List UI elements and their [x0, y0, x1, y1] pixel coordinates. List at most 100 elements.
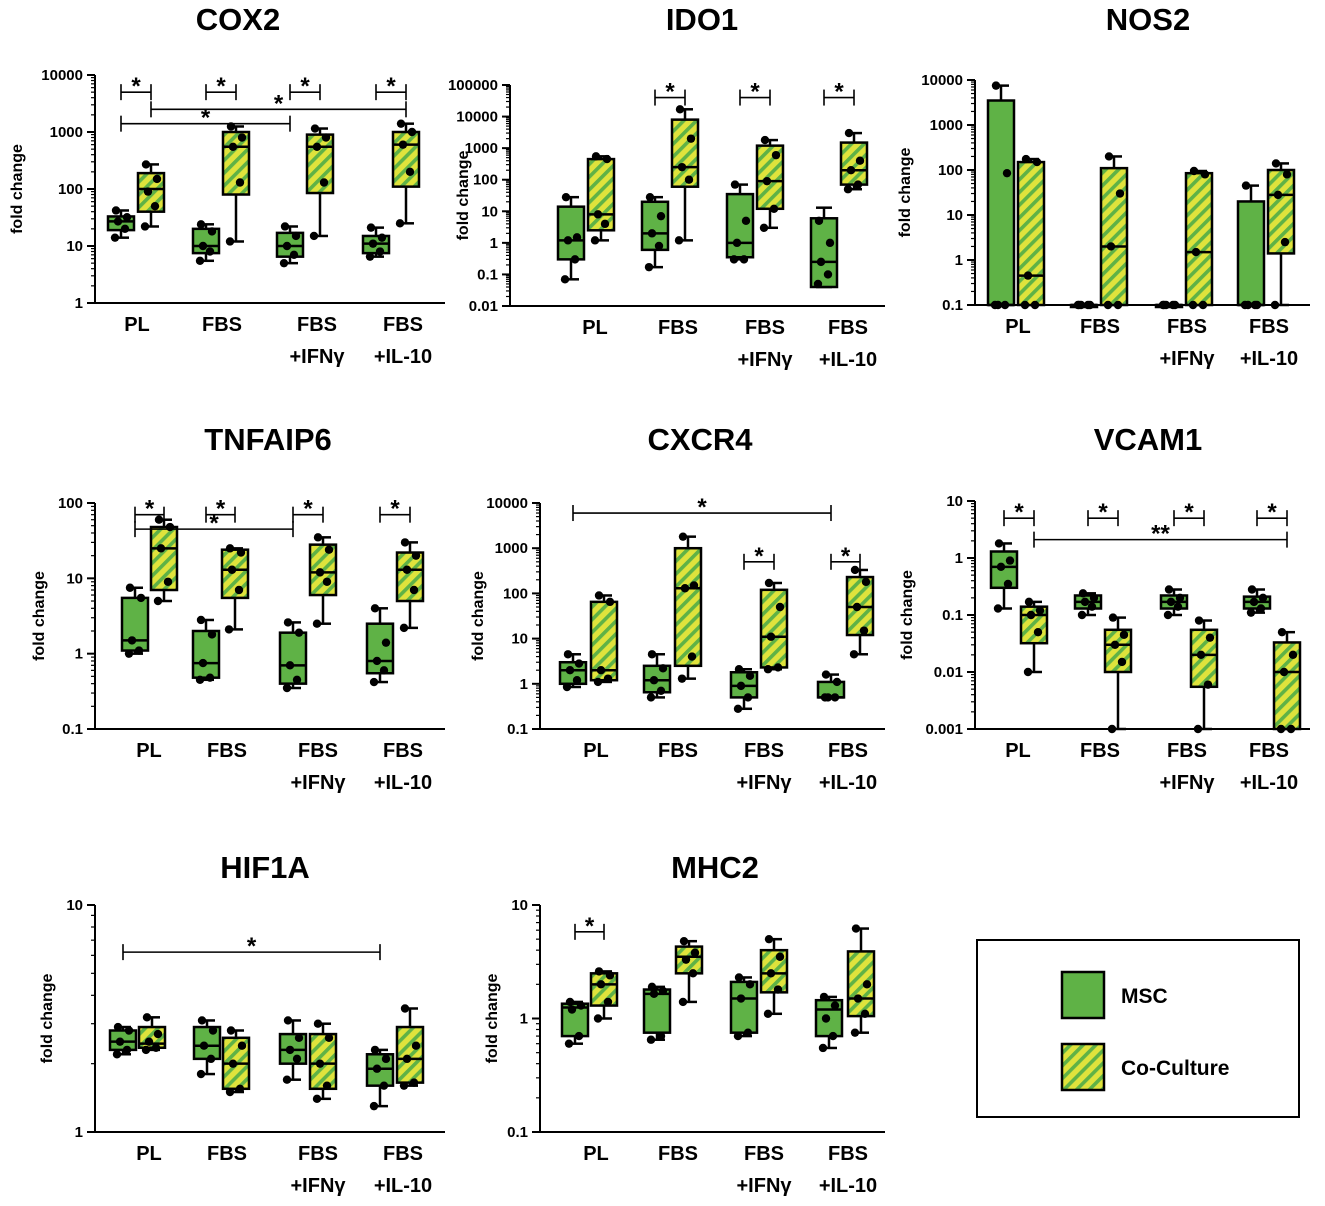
x-category-label: +IL-10	[1240, 348, 1298, 370]
msc-box	[191, 615, 221, 684]
data-point	[151, 1043, 161, 1052]
y-tick-label: 10	[66, 897, 83, 914]
data-point	[225, 237, 235, 246]
data-point	[1191, 247, 1201, 257]
iqr-box	[278, 631, 308, 685]
significance-bracket: *	[823, 79, 855, 106]
legend-msc-label: MSC	[1121, 985, 1168, 1008]
significance-label: *	[665, 79, 675, 106]
data-point	[1170, 300, 1180, 310]
data-point	[1005, 556, 1015, 565]
data-point	[680, 584, 690, 593]
x-category-label: FBS	[1249, 316, 1289, 338]
data-point	[849, 650, 859, 659]
data-point	[1115, 189, 1125, 198]
data-point	[165, 522, 175, 532]
legend-frame	[976, 939, 1300, 1118]
data-point	[993, 604, 1003, 613]
data-point	[764, 578, 774, 588]
data-point	[645, 192, 655, 202]
data-point	[813, 279, 823, 289]
coculture-box	[1099, 152, 1129, 310]
x-category-label: +IL-10	[374, 772, 432, 794]
data-point	[764, 934, 774, 944]
data-point	[1205, 633, 1215, 642]
data-point	[206, 1054, 216, 1064]
data-point	[736, 681, 746, 691]
y-tick-label: 1	[75, 646, 83, 663]
legend: MSC Co-Culture	[976, 939, 1300, 1118]
data-point	[593, 677, 603, 687]
data-point	[294, 1033, 304, 1043]
data-point	[198, 241, 208, 251]
significance-label: *	[841, 543, 851, 570]
data-point	[605, 597, 615, 607]
data-point	[688, 969, 698, 978]
data-point	[646, 693, 656, 702]
data-point	[1108, 613, 1118, 622]
data-point	[234, 585, 244, 595]
data-point	[686, 134, 696, 143]
data-point	[773, 985, 783, 994]
data-point	[1270, 300, 1280, 310]
y-tick-label: 1	[490, 235, 498, 252]
data-point	[1087, 602, 1097, 611]
coculture-box	[845, 565, 875, 659]
significance-bracket: *	[379, 496, 411, 523]
data-point	[310, 124, 320, 133]
coculture-box	[589, 591, 619, 687]
msc-box	[275, 222, 305, 268]
data-point	[1288, 650, 1298, 660]
legend-coculture-swatch	[1060, 1042, 1106, 1092]
data-point	[208, 1026, 218, 1035]
coculture-box	[395, 1004, 425, 1090]
data-point	[402, 1054, 412, 1064]
data-point	[1024, 597, 1034, 607]
data-point	[593, 210, 603, 219]
coculture-box	[1272, 627, 1302, 734]
y-tick-label: 0.01	[469, 298, 498, 315]
x-category-label: +IL-10	[819, 349, 877, 371]
data-point	[1035, 606, 1045, 615]
msc-box	[1236, 181, 1266, 310]
x-category-label: +IL-10	[819, 1175, 877, 1197]
data-point	[207, 630, 217, 639]
data-point	[844, 128, 854, 138]
data-point	[1103, 300, 1113, 310]
x-category-label: FBS	[1249, 740, 1289, 762]
iqr-box	[391, 130, 421, 188]
x-category-label: FBS	[1080, 316, 1120, 338]
msc-box	[816, 670, 846, 702]
y-tick-label: 100	[503, 585, 528, 602]
data-point	[823, 693, 833, 702]
significance-label: *	[300, 73, 310, 100]
data-point	[399, 1081, 409, 1090]
data-point	[741, 216, 751, 225]
data-point	[830, 1001, 840, 1010]
data-point	[154, 515, 164, 524]
panel-title: NOS2	[1106, 2, 1190, 37]
coculture-box	[149, 515, 179, 606]
y-tick-label: 1000	[930, 117, 963, 134]
iqr-box	[1099, 166, 1129, 307]
significance-label: *	[1098, 499, 1108, 526]
data-point	[319, 178, 329, 187]
data-point	[734, 973, 744, 982]
data-point	[196, 220, 206, 229]
coculture-box	[755, 135, 785, 232]
data-point	[111, 206, 121, 215]
iqr-box	[1272, 641, 1302, 731]
data-point	[1163, 610, 1173, 620]
data-point	[396, 119, 406, 128]
y-tick-label: 1	[520, 676, 528, 693]
data-point	[198, 658, 208, 668]
y-tick-label: 10000	[921, 72, 963, 89]
data-point	[574, 1031, 584, 1041]
data-point	[283, 1016, 293, 1025]
significance-bracket: *	[120, 105, 291, 132]
x-category-label: PL	[124, 314, 150, 336]
data-point	[205, 673, 215, 682]
x-category-label: PL	[582, 317, 608, 339]
data-point	[564, 1039, 574, 1048]
